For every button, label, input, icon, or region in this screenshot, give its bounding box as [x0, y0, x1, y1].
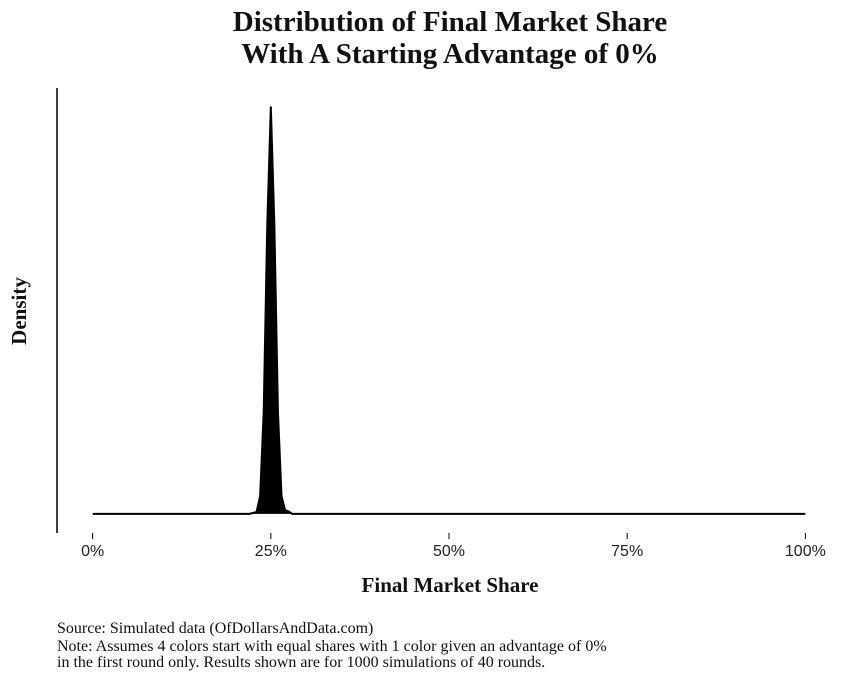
density-line — [92, 106, 806, 515]
source-note: Source: Simulated data (OfDollarsAndData… — [57, 620, 373, 637]
x-tick-label: 0% — [81, 543, 104, 560]
chart-title: Distribution of Final Market Share — [233, 6, 668, 38]
note: Note: Assumes 4 colors start with equal … — [57, 638, 607, 655]
x-tick-label: 50% — [433, 543, 465, 560]
y-axis-title: Density — [7, 277, 31, 345]
x-tick-label: 100% — [785, 543, 826, 560]
x-axis-title: Final Market Share — [362, 573, 539, 597]
note: in the first round only. Results shown a… — [57, 654, 545, 671]
x-tick-label: 75% — [611, 543, 643, 560]
x-tick-label: 25% — [255, 543, 287, 560]
density-area — [92, 106, 806, 514]
chart-title: With A Starting Advantage of 0% — [241, 38, 659, 70]
